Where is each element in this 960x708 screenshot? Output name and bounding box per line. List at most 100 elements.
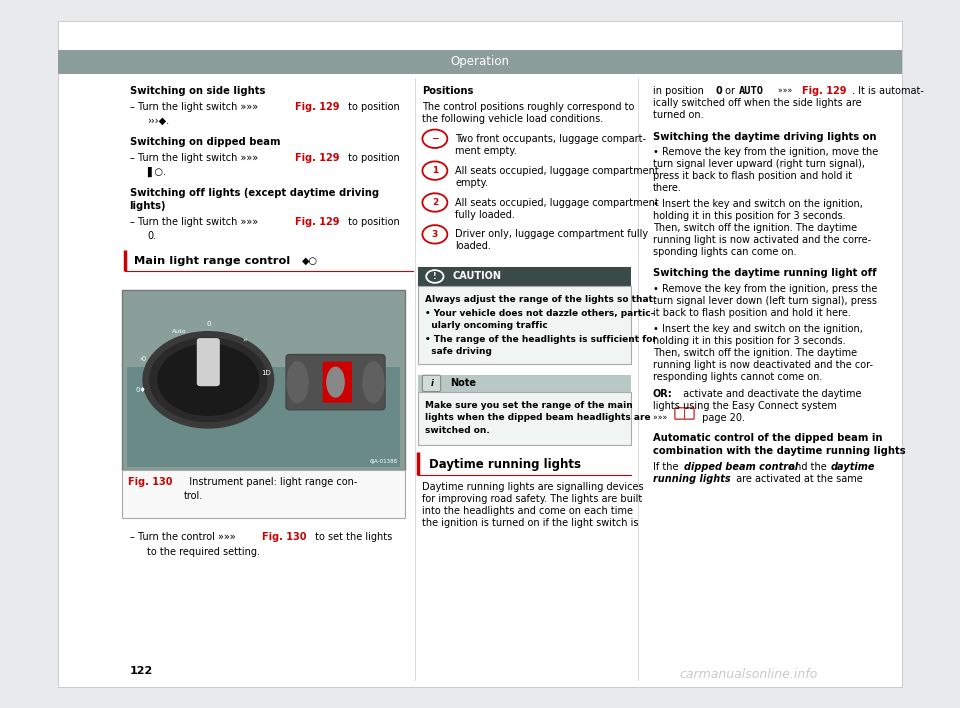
Text: Fig. 129: Fig. 129 <box>295 217 339 227</box>
Text: 1D: 1D <box>261 370 271 376</box>
Text: combination with the daytime running lights: combination with the daytime running lig… <box>653 446 905 456</box>
Text: Main light range control: Main light range control <box>134 256 295 266</box>
Text: . It is automat-: . It is automat- <box>852 86 924 96</box>
Text: 1: 1 <box>432 166 438 175</box>
Text: running light is now activated and the corre-: running light is now activated and the c… <box>653 235 871 245</box>
Ellipse shape <box>363 362 384 403</box>
Text: Driver only, luggage compartment fully: Driver only, luggage compartment fully <box>455 229 648 239</box>
Text: Switching off lights (except daytime driving: Switching off lights (except daytime dri… <box>130 188 379 198</box>
Text: to set the lights: to set the lights <box>312 532 393 542</box>
FancyBboxPatch shape <box>418 286 631 364</box>
Text: Fig. 130: Fig. 130 <box>262 532 306 542</box>
FancyBboxPatch shape <box>127 367 400 467</box>
Text: lights using the Easy Connect system: lights using the Easy Connect system <box>653 401 837 411</box>
FancyBboxPatch shape <box>422 375 441 392</box>
Text: press it back to flash position and hold it: press it back to flash position and hold… <box>653 171 852 181</box>
Text: loaded.: loaded. <box>455 241 491 251</box>
Text: Operation: Operation <box>450 55 510 69</box>
Text: Always adjust the range of the lights so that:: Always adjust the range of the lights so… <box>425 295 657 304</box>
Text: running light is now deactivated and the cor-: running light is now deactivated and the… <box>653 360 873 370</box>
Text: i: i <box>431 379 433 388</box>
FancyBboxPatch shape <box>323 362 352 403</box>
Text: ◆○: ◆○ <box>302 256 319 266</box>
Text: – Turn the control »»»: – Turn the control »»» <box>130 532 238 542</box>
Text: • The range of the headlights is sufficient for: • The range of the headlights is suffici… <box>425 335 658 344</box>
Text: trol.: trol. <box>183 491 203 501</box>
Text: Daytime running lights are signalling devices: Daytime running lights are signalling de… <box>422 482 644 492</box>
Text: lights): lights) <box>130 201 166 211</box>
Text: holding it in this position for 3 seconds.: holding it in this position for 3 second… <box>653 211 846 221</box>
Text: ›0: ›0 <box>139 355 147 362</box>
Text: in position: in position <box>653 86 707 96</box>
FancyBboxPatch shape <box>58 21 902 687</box>
Text: dipped beam control: dipped beam control <box>684 462 798 472</box>
Text: All seats occupied, luggage compartment: All seats occupied, luggage compartment <box>455 198 659 207</box>
FancyBboxPatch shape <box>58 50 902 74</box>
Text: ›››◆.: ›››◆. <box>147 116 169 126</box>
Text: Switching on dipped beam: Switching on dipped beam <box>130 137 280 147</box>
Text: into the headlights and come on each time: into the headlights and come on each tim… <box>422 506 634 516</box>
Text: • Insert the key and switch on the ignition,: • Insert the key and switch on the ignit… <box>653 199 863 209</box>
Text: carmanualsonline.info: carmanualsonline.info <box>680 668 818 681</box>
Text: »»»: »»» <box>653 413 669 423</box>
Text: 6JA-01388: 6JA-01388 <box>370 459 397 464</box>
Text: Note: Note <box>450 378 476 389</box>
Text: are activated at the same: are activated at the same <box>733 474 863 484</box>
Text: 3: 3 <box>432 230 438 239</box>
Text: Switching the daytime driving lights on: Switching the daytime driving lights on <box>653 132 876 142</box>
Text: • Your vehicle does not dazzle others, partic-: • Your vehicle does not dazzle others, p… <box>425 309 655 318</box>
Text: lights when the dipped beam headlights are: lights when the dipped beam headlights a… <box>425 413 651 423</box>
Text: switched on.: switched on. <box>425 426 490 435</box>
Text: and the: and the <box>786 462 830 472</box>
Text: Instrument panel: light range con-: Instrument panel: light range con- <box>183 477 358 487</box>
Text: Fig. 129: Fig. 129 <box>295 153 339 163</box>
Text: −: − <box>431 135 439 143</box>
Text: there.: there. <box>653 183 682 193</box>
Text: 2: 2 <box>432 198 438 207</box>
Text: Then, switch off the ignition. The daytime: Then, switch off the ignition. The dayti… <box>653 223 857 233</box>
Text: the ignition is turned on if the light switch is: the ignition is turned on if the light s… <box>422 518 639 528</box>
Text: empty.: empty. <box>455 178 488 188</box>
Text: fully loaded.: fully loaded. <box>455 210 515 219</box>
Text: holding it in this position for 3 seconds.: holding it in this position for 3 second… <box>653 336 846 346</box>
Text: to position: to position <box>345 153 399 163</box>
FancyBboxPatch shape <box>418 392 631 445</box>
Text: activate and deactivate the daytime: activate and deactivate the daytime <box>680 389 861 399</box>
Text: turned on.: turned on. <box>653 110 704 120</box>
Text: »»»: »»» <box>778 86 794 96</box>
FancyBboxPatch shape <box>122 470 405 518</box>
Text: ›‹: ›‹ <box>242 338 248 344</box>
Text: Switching on side lights: Switching on side lights <box>130 86 265 96</box>
Text: daytime: daytime <box>830 462 875 472</box>
Text: Fig. 129: Fig. 129 <box>802 86 846 96</box>
Text: to position: to position <box>345 217 399 227</box>
Circle shape <box>143 332 274 428</box>
Text: CAUTION: CAUTION <box>452 271 501 282</box>
Text: running lights: running lights <box>653 474 731 484</box>
FancyBboxPatch shape <box>197 338 220 387</box>
Text: OR:: OR: <box>653 389 673 399</box>
Ellipse shape <box>287 362 308 403</box>
Text: turn signal lever down (left turn signal), press: turn signal lever down (left turn signal… <box>653 296 876 306</box>
Text: ically switched off when the side lights are: ically switched off when the side lights… <box>653 98 861 108</box>
Text: turn signal lever upward (right turn signal),: turn signal lever upward (right turn sig… <box>653 159 865 169</box>
Text: The control positions roughly correspond to: The control positions roughly correspond… <box>422 102 635 112</box>
Text: !: ! <box>433 272 437 281</box>
Text: ment empty.: ment empty. <box>455 146 516 156</box>
Text: ▌○.: ▌○. <box>147 167 166 177</box>
Text: to the required setting.: to the required setting. <box>147 547 260 556</box>
Text: 122: 122 <box>130 666 153 676</box>
Text: • Insert the key and switch on the ignition,: • Insert the key and switch on the ignit… <box>653 324 863 333</box>
Text: AUTO: AUTO <box>739 86 764 96</box>
Text: Automatic control of the dipped beam in: Automatic control of the dipped beam in <box>653 433 882 443</box>
Text: Fig. 130: Fig. 130 <box>128 477 172 487</box>
Text: If the: If the <box>653 462 682 472</box>
Text: for improving road safety. The lights are built: for improving road safety. The lights ar… <box>422 494 642 504</box>
Text: Switching the daytime running light off: Switching the daytime running light off <box>653 268 876 278</box>
Text: ularly oncoming traffic: ularly oncoming traffic <box>425 321 548 330</box>
Text: Two front occupants, luggage compart-: Two front occupants, luggage compart- <box>455 134 646 144</box>
Text: – Turn the light switch »»»: – Turn the light switch »»» <box>130 153 261 163</box>
FancyBboxPatch shape <box>418 375 631 392</box>
FancyBboxPatch shape <box>286 355 385 410</box>
FancyBboxPatch shape <box>675 408 694 419</box>
